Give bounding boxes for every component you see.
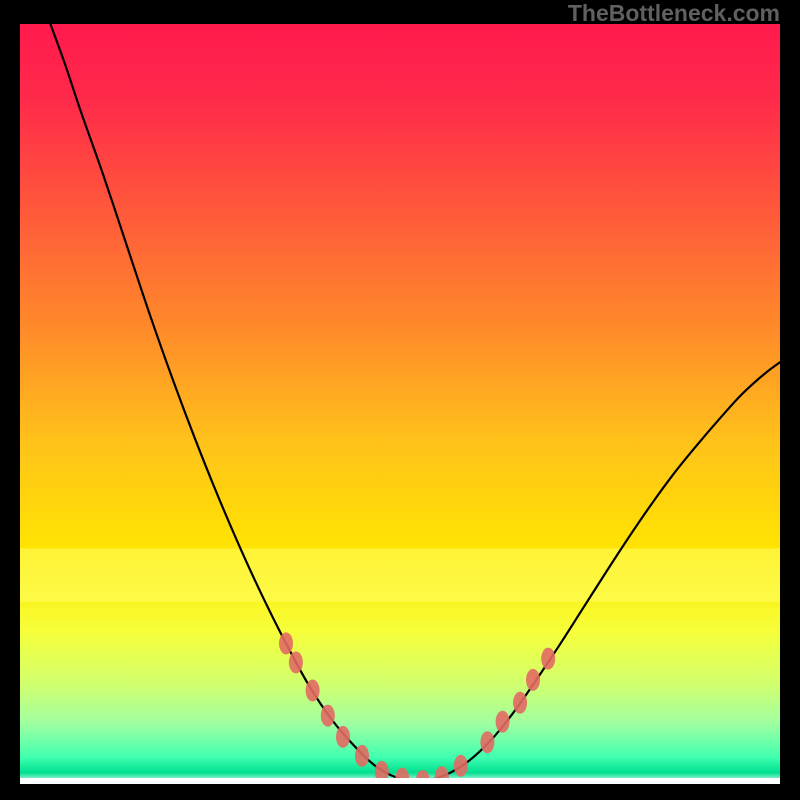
yellow-band (20, 548, 780, 601)
curve-marker (321, 705, 335, 727)
bottom-strip (20, 778, 780, 784)
curve-marker (306, 680, 320, 702)
chart-frame: TheBottleneck.com (0, 0, 800, 800)
curve-marker (513, 692, 527, 714)
gradient-background (20, 24, 780, 784)
curve-marker (279, 632, 293, 654)
curve-marker (336, 726, 350, 748)
watermark-text: TheBottleneck.com (568, 0, 780, 27)
curve-marker (454, 755, 468, 777)
plot-area (20, 24, 780, 784)
chart-svg (20, 24, 780, 784)
curve-marker (526, 669, 540, 691)
curve-marker (541, 648, 555, 670)
curve-marker (496, 711, 510, 733)
curve-marker (289, 651, 303, 673)
curve-marker (355, 745, 369, 767)
curve-marker (480, 731, 494, 753)
